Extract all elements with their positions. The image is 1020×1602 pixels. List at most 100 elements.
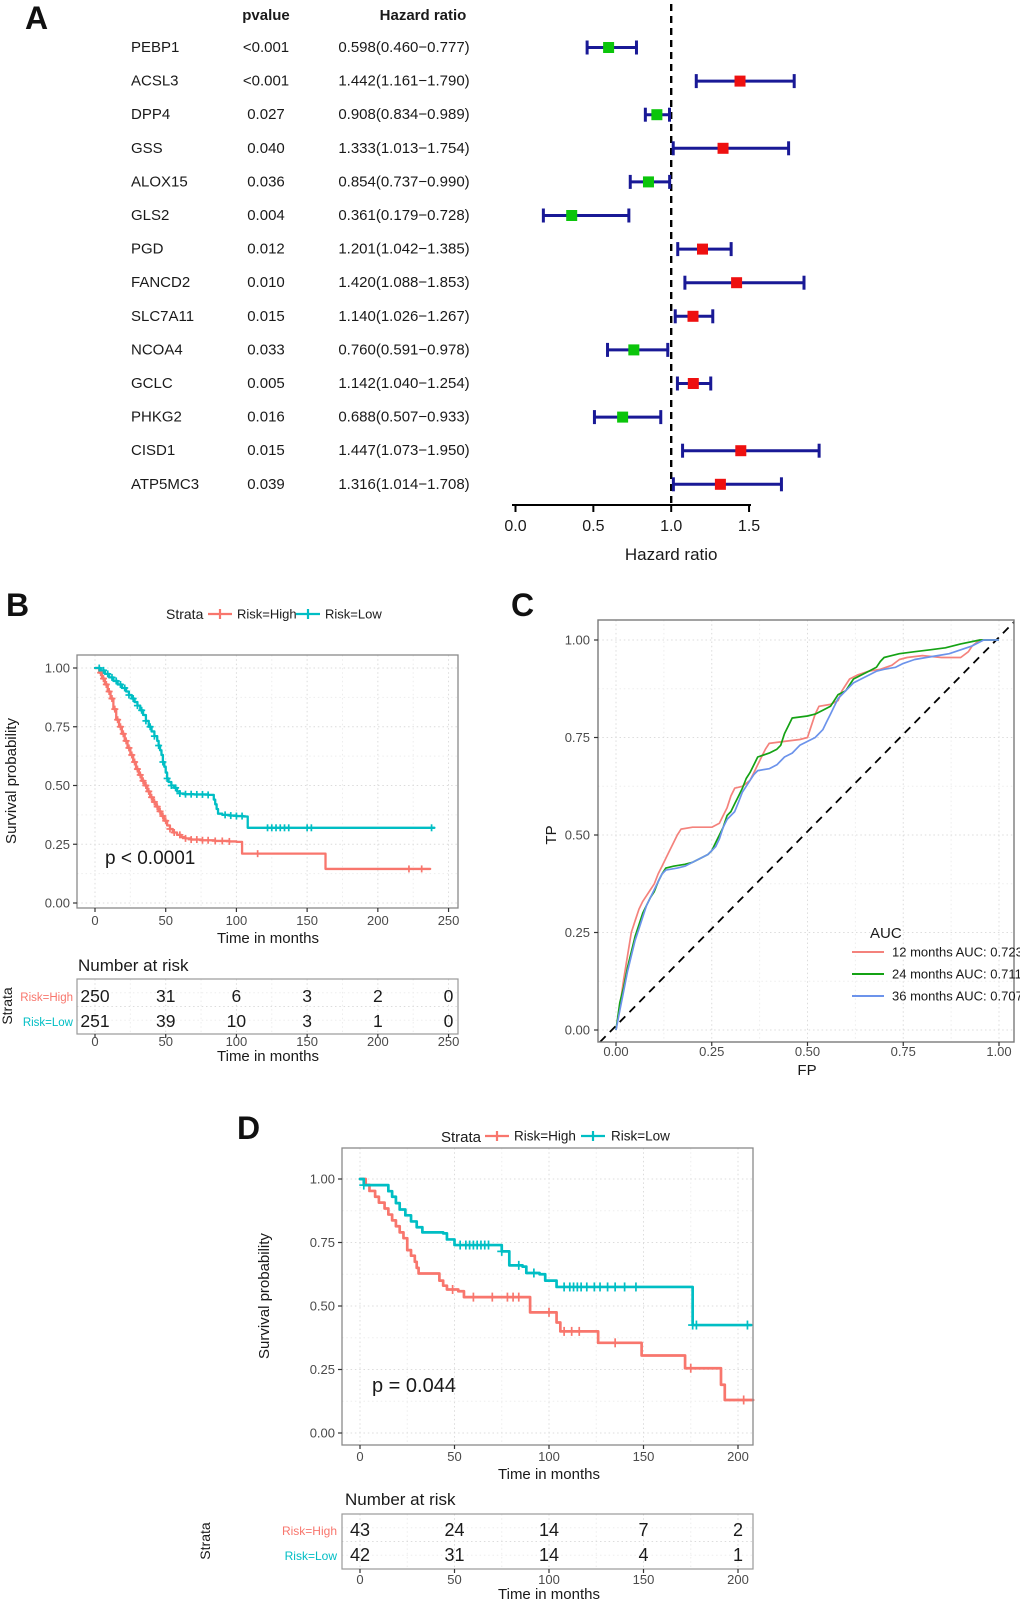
risk-count: 0 <box>444 986 454 1006</box>
x-tick-label: 200 <box>367 1034 389 1049</box>
km-plot-panel-b: 0 50 100 150 200 2500.000.250.500.751.00Time … <box>0 606 460 1065</box>
hr-ci-value: 0.688(0.507−0.933) <box>338 409 469 426</box>
risk-count: 2 <box>373 986 383 1006</box>
pvalue-value: 0.005 <box>247 375 285 392</box>
diagonal-reference-line <box>599 621 1015 1043</box>
y-tick-label: 0.25 <box>565 925 590 940</box>
col-header-hazard-ratio: Hazard ratio <box>380 7 467 24</box>
risk-count: 6 <box>232 986 242 1006</box>
km-curve-risk-high <box>358 1177 755 1402</box>
strata-axis-title: Strata <box>0 987 15 1025</box>
risk-table-border <box>76 978 459 1035</box>
x-tick-label: 100 <box>538 1449 560 1464</box>
x-tick-label: 0.0 <box>504 518 526 535</box>
risk-table-border <box>341 1513 754 1570</box>
hr-ci-value: 1.316(1.014−1.708) <box>338 476 469 493</box>
gene-label: CISD1 <box>131 442 175 459</box>
x-axis-title: Time in months <box>217 1048 319 1065</box>
hr-marker <box>687 378 699 389</box>
y-axis-title: Survival probability <box>3 718 20 844</box>
x-tick-label: 0.5 <box>582 518 604 535</box>
forest-plot-panel: pvalue Hazard ratio PEBP1 <0.001 0.598(0.460… <box>131 4 821 564</box>
pvalue-value: 0.015 <box>247 442 285 459</box>
x-axis-title: Time in months <box>217 930 319 947</box>
x-tick-label: 250 <box>438 1034 460 1049</box>
x-tick-label: 50 <box>158 913 172 928</box>
y-tick-label: 0.50 <box>45 778 70 793</box>
panel-c-label: C <box>511 587 535 623</box>
x-tick-label: 0.50 <box>795 1044 820 1059</box>
pvalue-value: 0.040 <box>247 140 285 157</box>
x-tick-label: 0.25 <box>699 1044 724 1059</box>
hr-ci-value: 1.201(1.042−1.385) <box>338 241 469 258</box>
risk-count: 31 <box>156 986 175 1006</box>
x-tick-label: 50 <box>158 1034 172 1049</box>
risk-count: 43 <box>350 1520 370 1540</box>
legend-title: Strata <box>166 606 204 622</box>
gene-label: GSS <box>131 140 163 157</box>
x-axis-title: Time in months <box>498 1586 600 1602</box>
risk-table-title: Number at risk <box>78 956 189 975</box>
gene-label: GLS2 <box>131 207 169 224</box>
hr-marker <box>734 75 746 87</box>
hr-marker <box>628 344 640 356</box>
hr-marker <box>731 277 743 289</box>
panel-b-label: B <box>6 587 30 623</box>
pvalue-value: <0.001 <box>243 39 289 56</box>
pvalue-value: 0.016 <box>247 409 285 426</box>
x-axis-title: Hazard ratio <box>625 545 718 564</box>
pvalue-value: 0.012 <box>247 241 285 258</box>
x-tick-label: 100 <box>226 913 248 928</box>
risk-count: 14 <box>539 1545 559 1565</box>
hr-marker <box>603 42 615 53</box>
gene-label: DPP4 <box>131 106 170 123</box>
x-tick-label: 250 <box>438 913 460 928</box>
pvalue-value: 0.015 <box>247 308 285 325</box>
hr-ci-value: 1.442(1.161−1.790) <box>338 73 469 90</box>
y-tick-label: 0.50 <box>310 1299 335 1314</box>
legend-label: 36 months AUC: 0.707 <box>892 989 1020 1004</box>
hr-marker <box>687 310 699 322</box>
km-curve-risk-low <box>358 1177 753 1327</box>
legend-label: Risk=High <box>514 1129 576 1144</box>
gene-label: NCOA4 <box>131 341 183 358</box>
risk-table-title: Number at risk <box>345 1490 456 1509</box>
legend-label: Risk=High <box>237 607 297 622</box>
x-tick-label: 0 <box>91 913 98 928</box>
roc-curve-12-months <box>615 639 999 1031</box>
risk-count: 39 <box>156 1011 175 1031</box>
pvalue-value: 0.004 <box>247 207 285 224</box>
y-tick-label: 0.75 <box>565 730 590 745</box>
x-tick-label: 1.5 <box>738 518 760 535</box>
x-tick-label: 0.00 <box>603 1044 628 1059</box>
panel-border <box>597 619 1015 1043</box>
x-tick-label: 50 <box>447 1572 461 1587</box>
x-tick-label: 150 <box>296 1034 318 1049</box>
risk-count: 3 <box>302 986 312 1006</box>
y-tick-label: 0.50 <box>565 828 590 843</box>
risk-row-label: Risk=Low <box>285 1549 338 1563</box>
x-tick-label: 0 <box>356 1449 363 1464</box>
y-tick-label: 0.75 <box>45 719 70 734</box>
risk-count: 31 <box>444 1545 464 1565</box>
hr-ci-value: 1.333(1.013−1.754) <box>338 140 469 157</box>
roc-curve-36-months <box>615 639 999 1031</box>
legend-title: Strata <box>441 1129 482 1146</box>
pvalue-value: 0.010 <box>247 274 285 291</box>
y-tick-label: 0.00 <box>45 896 70 911</box>
y-tick-label: 0.00 <box>310 1426 335 1441</box>
y-tick-label: 1.00 <box>310 1172 335 1187</box>
gene-label: ACSL3 <box>131 73 179 90</box>
risk-count: 1 <box>733 1545 743 1565</box>
gene-label: ATP5MC3 <box>131 476 199 493</box>
risk-count: 7 <box>638 1520 648 1540</box>
hr-ci-value: 0.760(0.591−0.978) <box>338 341 469 358</box>
y-tick-label: 0.75 <box>310 1235 335 1250</box>
risk-count: 4 <box>638 1545 648 1565</box>
y-axis-title: TP <box>543 825 560 844</box>
panel-border <box>341 1147 754 1446</box>
pvalue-annotation: p = 0.044 <box>372 1375 456 1397</box>
risk-count: 1 <box>373 1011 383 1031</box>
